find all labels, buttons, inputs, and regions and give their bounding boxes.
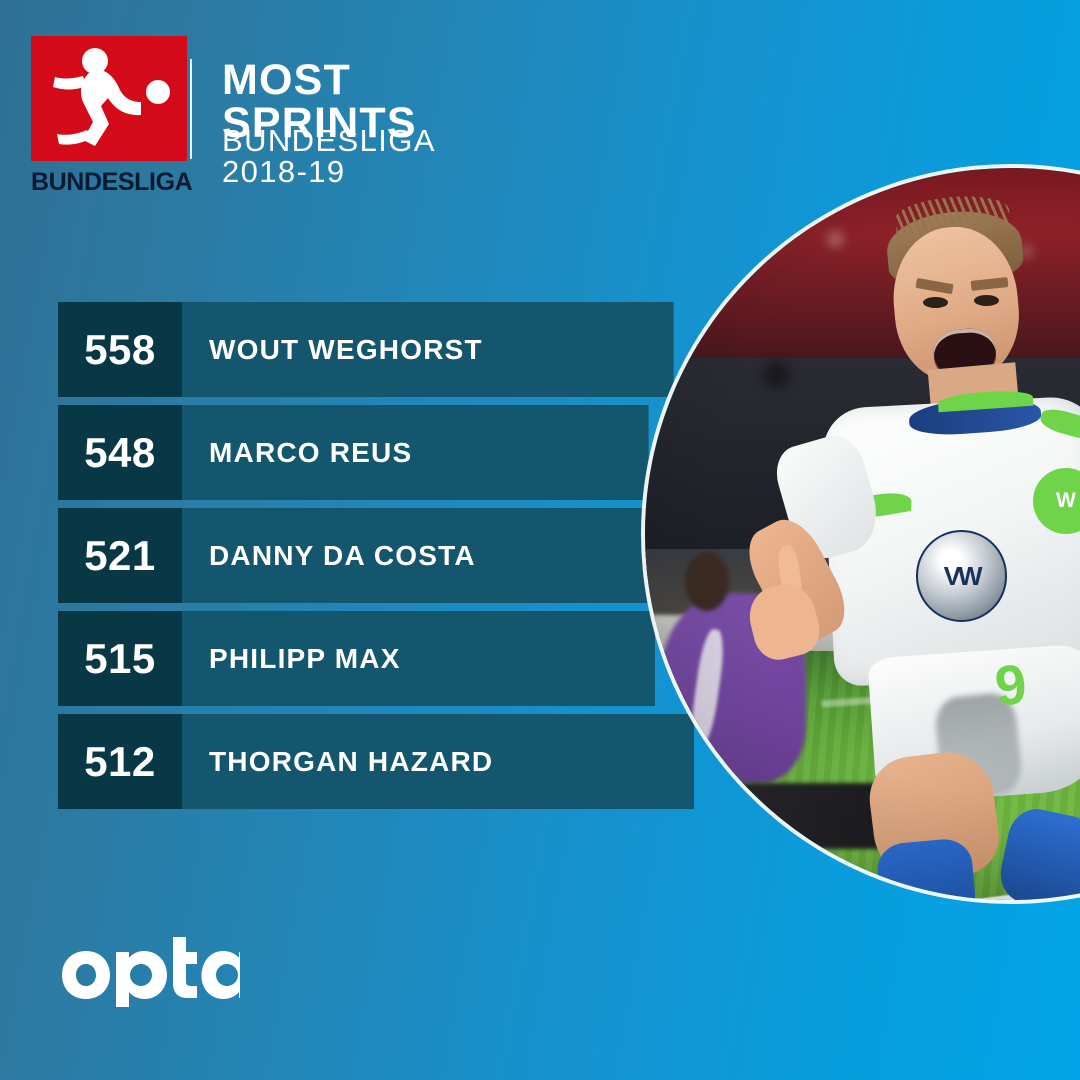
row-value: 548 xyxy=(84,428,156,476)
bundesliga-player-icon xyxy=(53,48,170,146)
row-value: 512 xyxy=(84,737,156,785)
row-player-name: MARCO REUS xyxy=(209,436,413,468)
table-row[interactable]: 512 THORGAN HAZARD xyxy=(58,714,695,809)
player-sock-front xyxy=(875,837,979,900)
header-divider xyxy=(190,59,192,159)
row-player-name: THORGAN HAZARD xyxy=(209,745,494,777)
row-player-name: DANNY DA COSTA xyxy=(209,539,476,571)
row-value: 515 xyxy=(84,634,156,682)
row-body: MARCO REUS xyxy=(182,405,649,500)
row-value: 521 xyxy=(84,531,156,579)
page-title: MOST SPRINTS xyxy=(222,56,417,147)
player-shirt-number: 9 xyxy=(992,651,1030,718)
row-body: DANNY DA COSTA xyxy=(182,508,647,603)
bundesliga-wordmark: BUNDESLIGA xyxy=(31,168,193,196)
background-goalkeeper-head xyxy=(685,552,730,611)
row-value-box: 515 xyxy=(58,611,182,706)
table-row[interactable]: 558 WOUT WEGHORST xyxy=(58,302,674,397)
row-value-box: 512 xyxy=(58,714,182,809)
row-body: WOUT WEGHORST xyxy=(182,302,674,397)
table-row[interactable]: 515 PHILIPP MAX xyxy=(58,611,656,706)
wolfsburg-badge: W xyxy=(1032,468,1080,534)
row-value-box: 558 xyxy=(58,302,182,397)
row-value-box: 521 xyxy=(58,508,182,603)
row-player-name: WOUT WEGHORST xyxy=(209,333,483,365)
row-body: THORGAN HAZARD xyxy=(182,714,695,809)
page-subtitle: BUNDESLIGA 2018-19 xyxy=(222,123,435,189)
row-value: 558 xyxy=(84,325,156,373)
row-player-name: PHILIPP MAX xyxy=(209,642,401,674)
table-row[interactable]: 548 MARCO REUS xyxy=(58,405,649,500)
bundesliga-logo: BUNDESLIGA xyxy=(31,36,193,197)
player-eye-right xyxy=(974,294,1000,306)
opta-wordmark xyxy=(62,937,240,1007)
row-body: PHILIPP MAX xyxy=(182,611,656,706)
bundesliga-logo-mark xyxy=(31,36,187,161)
row-value-box: 548 xyxy=(58,405,182,500)
opta-logo xyxy=(60,935,240,1007)
player-eye-left xyxy=(923,296,949,308)
volkswagen-sponsor-logo: VW xyxy=(915,530,1008,622)
player-photo: W VW 9 xyxy=(645,168,1080,900)
table-row[interactable]: 521 DANNY DA COSTA xyxy=(58,508,647,603)
